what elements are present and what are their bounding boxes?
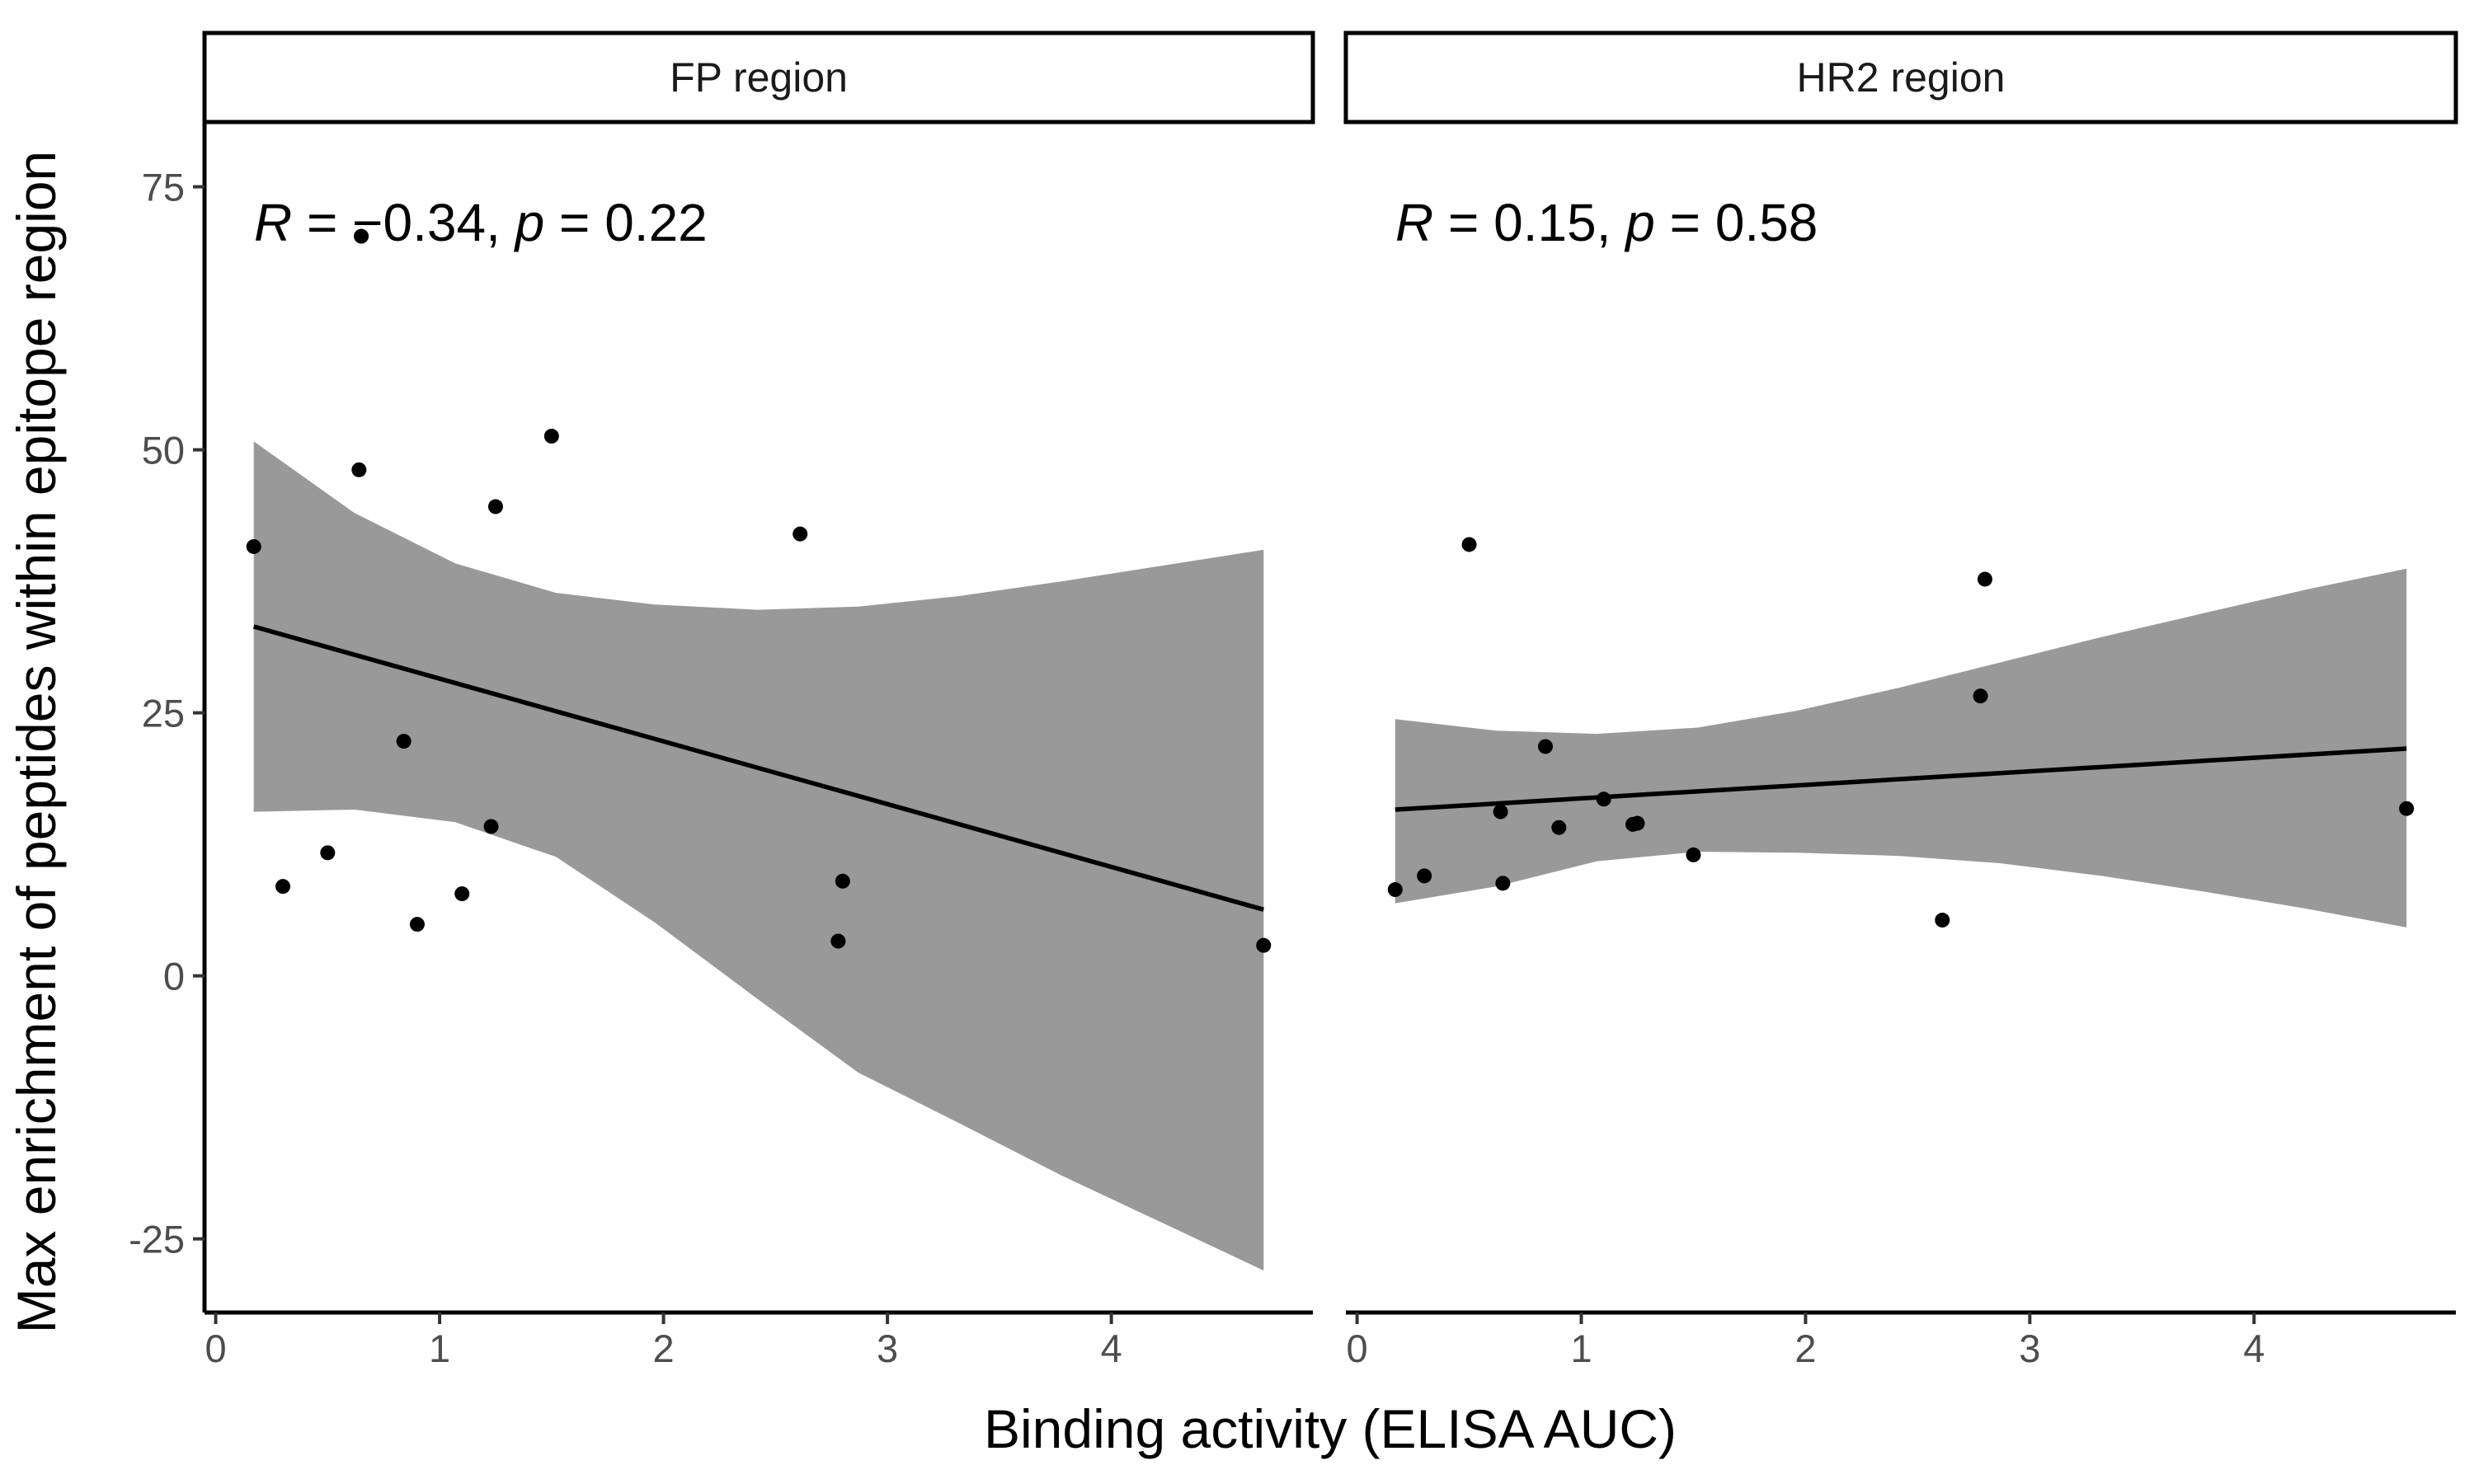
data-point [1596,791,1611,807]
y-tick-label: -25 [129,1218,185,1261]
y-tick-label: 0 [163,955,185,998]
data-point [275,879,291,895]
x-axis-title: Binding activity (ELISA AUC) [984,1398,1677,1459]
panel-2: HR2 region 0 1 2 3 4 R = 0.15, p = 0.58 [1343,31,2458,1370]
data-point [409,917,425,932]
y-tick-label: 25 [142,692,185,735]
data-point [1417,868,1432,884]
data-point [1493,804,1508,819]
x-tick-label: 3 [877,1327,898,1370]
data-point [1461,537,1477,552]
data-point [835,873,850,889]
facet-strip [1343,31,2458,124]
x-tick-label: 4 [1101,1327,1122,1370]
x-tick-label: 0 [1347,1327,1368,1370]
data-point [320,845,336,861]
x-tick-label: 1 [429,1327,450,1370]
data-point [483,819,499,834]
regression-line [1395,746,2407,812]
data-point [1935,913,1950,928]
data-point [351,462,367,477]
data-point [2399,801,2415,816]
correlation-annotation: R = −0.34, p = 0.22 [254,193,708,252]
data-point [1551,819,1567,835]
data-point [1630,815,1645,831]
data-point [396,734,412,749]
correlation-annotation: R = 0.15, p = 0.58 [1395,193,1818,252]
x-tick-label: 4 [2243,1327,2265,1370]
data-point [354,228,369,244]
confidence-band [1395,568,2407,928]
facet-strip-label: FP region [670,54,848,101]
data-point [1977,571,1992,587]
regression-line [252,624,1265,912]
data-point [1256,937,1272,953]
data-point [246,538,261,554]
data-point [1387,882,1403,898]
data-point [830,933,846,949]
data-point [543,429,559,444]
panels-layer: FP region -25 0 25 50 75 0 1 2 3 4 R = −0.34, p = 0… [129,31,2458,1370]
facet-strip-label: HR2 region [1797,54,2006,101]
data-point [1495,876,1511,891]
x-tick-label: 3 [2019,1327,2040,1370]
data-point [454,886,470,902]
data-point [793,526,808,542]
x-tick-label: 0 [205,1327,227,1370]
confidence-band [253,441,1264,1270]
x-tick-label: 1 [1570,1327,1592,1370]
y-tick-label: 50 [142,429,185,472]
data-point [1538,739,1554,754]
x-tick-label: 2 [1794,1327,1816,1370]
data-point [1973,688,1988,704]
data-point [487,499,503,514]
panel-1: FP region -25 0 25 50 75 0 1 2 3 4 R = −0.34, p = 0… [129,31,1315,1370]
x-tick-label: 2 [653,1327,675,1370]
data-point [1686,847,1701,862]
facet-strip [202,31,1315,124]
y-axis-title: Max enrichment of peptides within epitop… [6,151,67,1334]
y-tick-label: 75 [142,166,185,209]
